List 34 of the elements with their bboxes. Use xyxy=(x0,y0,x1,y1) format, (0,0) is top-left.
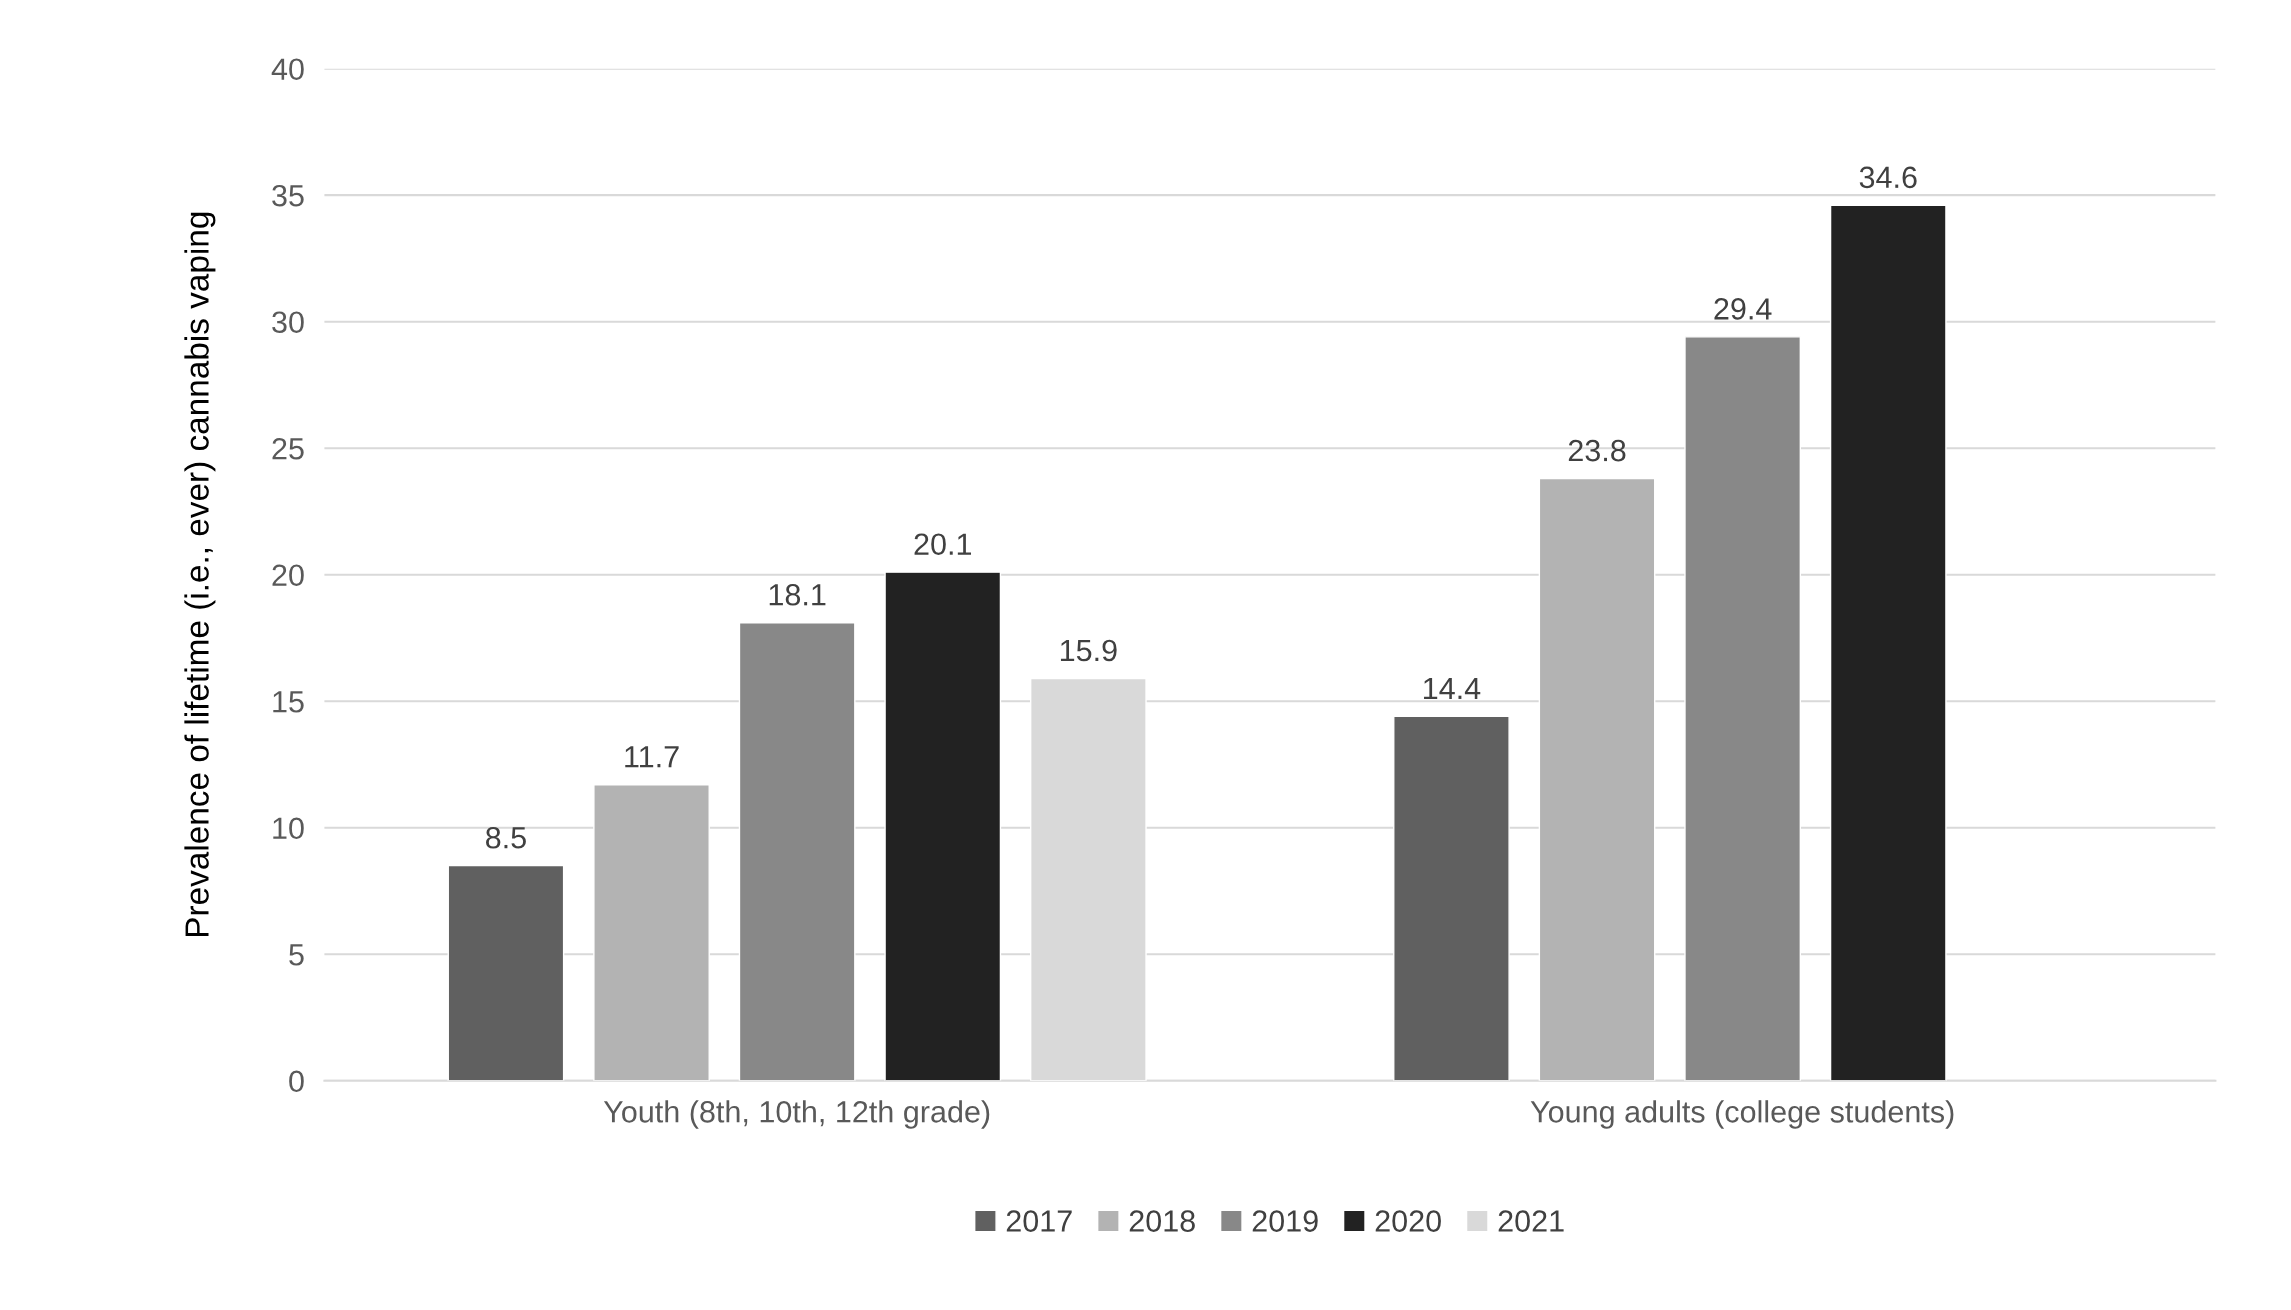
y-tick-label: 40 xyxy=(271,58,304,81)
x-tick-label: Young adults (college students) xyxy=(1530,1100,1954,1129)
y-tick-label: 5 xyxy=(289,944,304,966)
y-tick-label: 25 xyxy=(272,437,304,460)
y-tick-label: 15 xyxy=(273,691,304,713)
legend-label: 2017 xyxy=(1006,1210,1072,1232)
bar xyxy=(447,864,565,1081)
legend-label: 2020 xyxy=(1375,1210,1441,1232)
bar xyxy=(884,571,1002,1081)
y-axis-title: Prevalence of lifetime (i.e., ever) cannabis vaping xyxy=(184,212,216,937)
data-label: 11.7 xyxy=(625,746,679,768)
legend-label: 2019 xyxy=(1252,1210,1318,1232)
data-label: 14.4 xyxy=(1424,677,1481,699)
bar xyxy=(738,622,856,1081)
data-label: 15.9 xyxy=(1060,639,1117,662)
legend-label: 2018 xyxy=(1129,1210,1195,1232)
data-label: 8.5 xyxy=(486,826,526,849)
data-label: 20.1 xyxy=(914,533,972,556)
data-label: 29.4 xyxy=(1714,298,1772,320)
x-tick-label: Youth (8th, 10th, 12th grade) xyxy=(603,1100,990,1129)
y-tick-label: 0 xyxy=(289,1070,304,1093)
bar xyxy=(1393,715,1510,1081)
legend-label: 2021 xyxy=(1498,1210,1564,1232)
bar xyxy=(1538,477,1656,1081)
data-label: 34.6 xyxy=(1859,166,1917,189)
y-tick-label: 20 xyxy=(272,564,304,587)
y-tick-label: 35 xyxy=(272,184,304,207)
bar xyxy=(1829,204,1947,1081)
bar xyxy=(593,784,710,1081)
y-tick-label: 30 xyxy=(272,311,304,334)
data-label: 18.1 xyxy=(769,583,826,606)
bar xyxy=(1684,336,1802,1081)
y-tick-label: 10 xyxy=(273,817,304,840)
data-label: 23.8 xyxy=(1568,439,1626,462)
